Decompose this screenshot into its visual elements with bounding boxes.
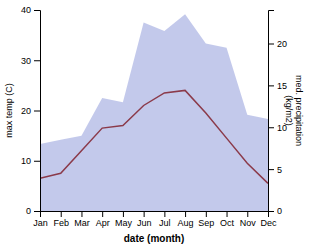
y2-tick: 15 xyxy=(268,81,287,91)
x-tick-label: May xyxy=(115,218,133,228)
x-tick: Jul xyxy=(159,211,171,228)
y2-tick-mark xyxy=(268,127,274,128)
x-tick: Jun xyxy=(137,211,152,228)
y-axis-line xyxy=(34,11,41,212)
x-tick-mark xyxy=(123,211,124,217)
y2-tick-mark xyxy=(268,44,274,45)
x-tick-label: Jun xyxy=(137,218,152,228)
x-tick: Sep xyxy=(198,211,214,228)
y-tick: 0 xyxy=(26,206,40,216)
x-tick-mark xyxy=(185,211,186,217)
y-tick: 20 xyxy=(21,106,40,116)
y2-tick-label: 0 xyxy=(277,206,282,216)
y2-tick-label: 15 xyxy=(277,81,287,91)
x-tick-label: Nov xyxy=(240,218,257,228)
x-tick-label: Apr xyxy=(96,218,110,228)
x-axis-line xyxy=(41,212,269,218)
x-tick-mark xyxy=(164,211,165,217)
y-tick-label: 20 xyxy=(21,106,31,116)
y-tick-mark xyxy=(34,161,40,162)
y-tick-mark xyxy=(34,111,40,112)
x-tick: Nov xyxy=(240,211,257,228)
y-tick-label: 30 xyxy=(21,56,31,66)
y2-tick-label: 20 xyxy=(277,39,287,49)
x-tick: Dec xyxy=(260,211,277,228)
x-axis-title: date (month) xyxy=(124,233,185,244)
y-tick-label: 0 xyxy=(26,206,31,216)
y2-tick-mark xyxy=(268,85,274,86)
y-tick: 40 xyxy=(21,5,40,15)
x-tick-mark xyxy=(61,211,62,217)
y2-axis-line xyxy=(269,11,275,212)
x-tick: Apr xyxy=(96,211,110,228)
area xyxy=(40,14,268,211)
x-tick-label: Jul xyxy=(159,218,171,228)
y2-tick-mark xyxy=(268,211,274,212)
x-axis: Jan Feb Mar Apr May Jun Jul Aug Sep Oct NovDec xyxy=(33,211,277,228)
x-tick-label: Oct xyxy=(220,218,235,228)
y-tick-mark xyxy=(34,60,40,61)
plot-area: JanFebMarAprMayJunJulAugSepOctNovDec0102… xyxy=(4,5,304,244)
x-tick-label: Dec xyxy=(260,218,277,228)
x-tick: Jan xyxy=(33,211,48,228)
x-tick-mark xyxy=(227,211,228,217)
x-tick-label: Jan xyxy=(33,218,48,228)
x-tick: May xyxy=(115,211,133,228)
x-tick: Oct xyxy=(220,211,235,228)
y2-tick: 20 xyxy=(268,39,287,49)
chart: JanFebMarAprMayJunJulAugSepOctNovDec0102… xyxy=(0,0,318,247)
x-tick-mark xyxy=(206,211,207,217)
marks xyxy=(40,14,268,211)
x-tick: Feb xyxy=(53,211,69,228)
y2-tick-label: 5 xyxy=(277,165,282,175)
y-axis-title: max temp (C) xyxy=(4,83,14,138)
x-tick-mark xyxy=(81,211,82,217)
y-tick: 30 xyxy=(21,56,40,66)
y-tick-label: 40 xyxy=(21,5,31,15)
y-tick: 10 xyxy=(21,156,40,166)
y-axis: 0 10 20 30 40 xyxy=(21,5,41,216)
y2-tick: 0 xyxy=(268,206,282,216)
x-tick-mark xyxy=(247,211,248,217)
x-tick-mark xyxy=(102,211,103,217)
y-tick-mark xyxy=(34,10,40,11)
x-tick-label: Mar xyxy=(74,218,90,228)
x-tick-label: Feb xyxy=(53,218,69,228)
y-tick-mark xyxy=(34,211,40,212)
line xyxy=(40,90,268,183)
y2-axis-title: med. precipitation(kg/m2) xyxy=(284,75,304,146)
x-tick-label: Aug xyxy=(178,218,194,228)
y2-tick: 5 xyxy=(268,165,282,175)
x-tick: Aug xyxy=(178,211,194,228)
x-tick-mark xyxy=(144,211,145,217)
x-tick-label: Sep xyxy=(198,218,214,228)
x-tick: Mar xyxy=(74,211,90,228)
y2-tick-mark xyxy=(268,169,274,170)
y-tick-label: 10 xyxy=(21,156,31,166)
